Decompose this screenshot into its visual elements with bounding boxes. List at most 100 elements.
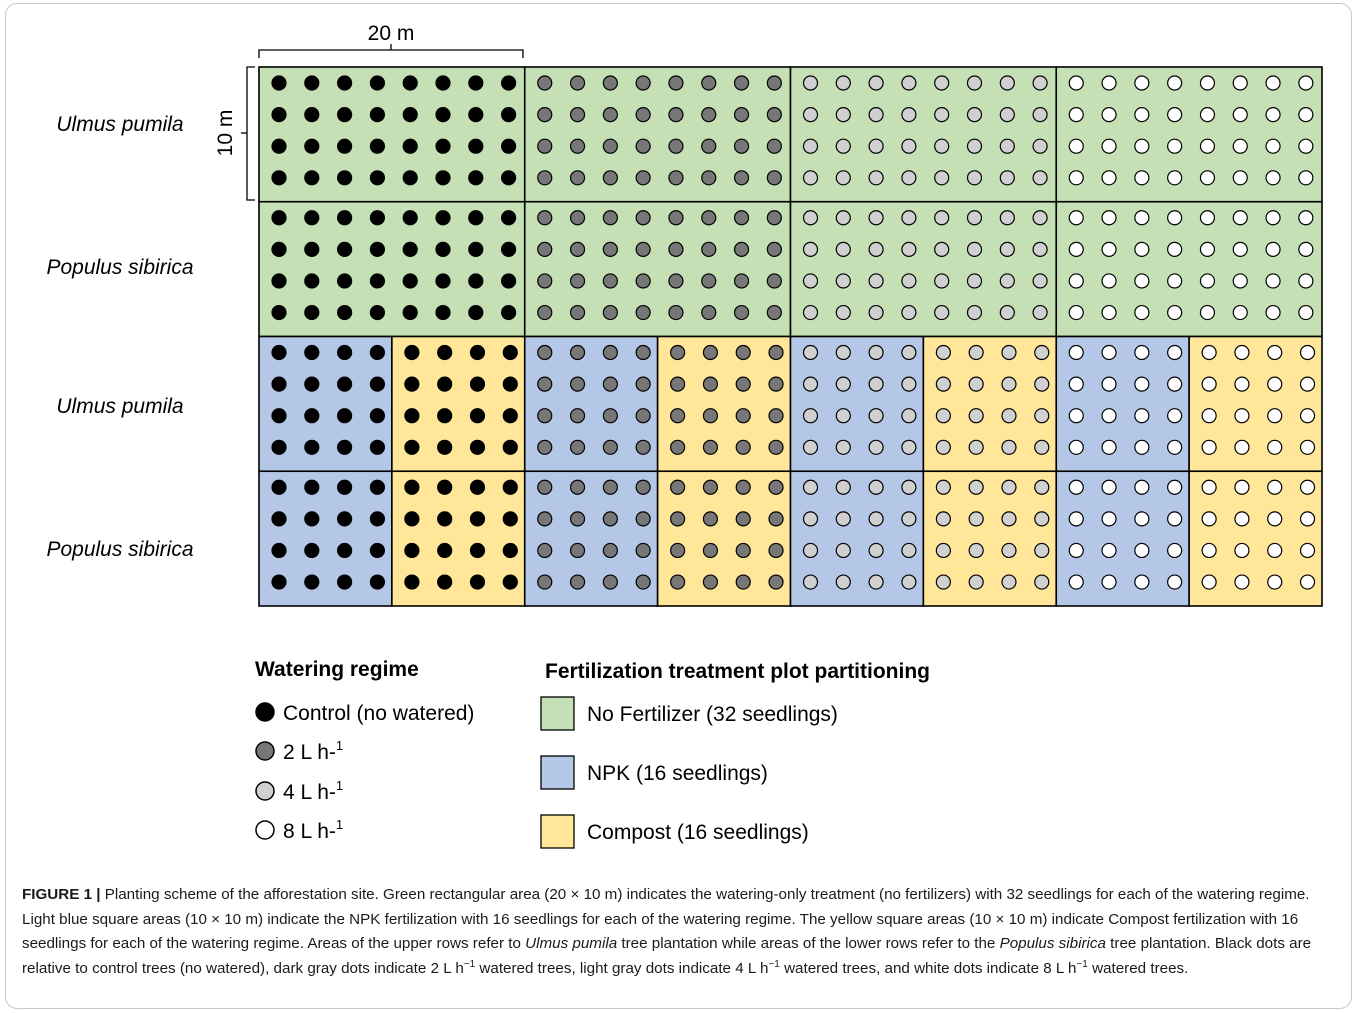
- seedling-dot-8l: [1232, 241, 1248, 257]
- seedling-dot-4l: [802, 273, 819, 289]
- seedling-dot-4l: [835, 170, 851, 186]
- plot-area: [789, 200, 1058, 338]
- seedling-dot-2l: [602, 106, 618, 123]
- seedling-dot-8l: [1167, 479, 1183, 495]
- seedling-dot-control: [304, 273, 320, 289]
- seedling-dot-control: [271, 241, 287, 257]
- seedling-dot-4l: [835, 408, 851, 424]
- seedling-dot-8l: [1201, 439, 1217, 455]
- seedling-dot-control: [502, 511, 518, 527]
- seedling-dot-4l: [934, 170, 950, 186]
- seedling-dot-8l: [1134, 273, 1150, 289]
- seedling-dot-2l: [768, 439, 784, 455]
- fert-legend-label: Compost (16 seedlings): [587, 821, 809, 844]
- seedling-dot-2l: [569, 408, 586, 424]
- seedling-dot-control: [402, 170, 418, 186]
- seedling-dot-control: [304, 344, 320, 361]
- plot-grid: [258, 66, 1323, 607]
- seedling-dot-control: [437, 479, 453, 495]
- caption-text: tree plantation. Black dots are relative…: [22, 935, 1312, 977]
- seedling-dot-2l: [768, 511, 784, 527]
- seedling-dot-2l: [668, 210, 684, 226]
- watering-legend-item-2l: 2 L h-1: [255, 738, 343, 764]
- seedling-dot-control: [304, 210, 320, 226]
- watering-legend-label: 4 L h-: [283, 781, 336, 804]
- seedling-dot-2l: [537, 170, 553, 186]
- seedling-dot-2l: [733, 106, 750, 123]
- seedling-dot-2l: [766, 170, 782, 186]
- seedling-dot-8l: [1201, 511, 1217, 527]
- seedling-dot-2l: [702, 479, 719, 495]
- seedling-dot-control: [404, 408, 420, 424]
- seedling-dot-control: [271, 408, 287, 424]
- seedling-dot-8l: [1167, 511, 1183, 527]
- width-scale-bracket: [258, 44, 524, 58]
- seedling-dot-2l: [768, 542, 784, 559]
- seedling-dot-control: [469, 511, 486, 527]
- npk-swatch: [540, 755, 575, 790]
- seedling-dot-8l: [1234, 439, 1250, 455]
- seedling-dot-4l: [835, 210, 851, 226]
- seedling-dot-8l: [1068, 75, 1084, 91]
- seedling-dot-2l: [701, 210, 717, 226]
- seedling-dot-control: [369, 344, 385, 361]
- seedling-dot-control: [404, 511, 420, 527]
- seedling-dot-4l: [935, 344, 951, 361]
- seedling-dot-control: [402, 241, 418, 257]
- seedling-dot-2l: [635, 542, 651, 559]
- seedling-dot-2l: [537, 511, 553, 527]
- seedling-dot-8l: [1101, 170, 1117, 186]
- seedling-dot-2l: [733, 304, 750, 321]
- seedling-dot-8l: [1068, 273, 1084, 289]
- seedling-dot-2l: [537, 75, 553, 91]
- figure-caption: FIGURE 1 | Planting scheme of the affore…: [22, 883, 1340, 981]
- seedling-dot-control: [337, 439, 353, 455]
- seedling-dot-control: [435, 304, 451, 321]
- seedling-dot-8l: [1134, 574, 1150, 590]
- seedling-dot-control: [502, 408, 518, 424]
- seedling-dot-control: [369, 210, 385, 226]
- seedling-dot-control: [437, 511, 453, 527]
- watering-legend-item-4l: 4 L h-1: [255, 778, 343, 804]
- seedling-dot-4l: [935, 511, 951, 527]
- seedling-dot-4l: [835, 273, 851, 289]
- seedling-dot-2l: [670, 479, 686, 495]
- seedling-dot-2l: [702, 408, 719, 424]
- seedling-dot-8l: [1068, 344, 1084, 361]
- seedling-dot-control: [369, 439, 385, 455]
- seedling-dot-control: [304, 106, 320, 123]
- seedling-dot-8l: [1234, 408, 1250, 424]
- caption-species: Ulmus pumila: [525, 935, 618, 952]
- seedling-dot-control: [468, 138, 484, 154]
- seedling-dot-8l: [1167, 439, 1183, 455]
- seedling-dot-2l: [537, 344, 553, 361]
- npk-plot-control: [258, 335, 393, 473]
- seedling-dot-4l: [868, 106, 884, 123]
- seedling-dot-2l: [701, 273, 717, 289]
- seedling-dot-control: [468, 273, 484, 289]
- seedling-dot-4l: [1032, 138, 1048, 154]
- seedling-dot-control: [304, 408, 320, 424]
- seedling-dot-4l: [1032, 241, 1048, 257]
- seedling-dot-8l: [1068, 542, 1084, 559]
- seedling-dot-8l: [1299, 408, 1316, 424]
- seedling-dot-8l: [1199, 75, 1216, 91]
- seedling-dot-2l: [602, 344, 618, 361]
- seedling-dot-8l: [1298, 241, 1314, 257]
- seedling-dot-4l: [966, 75, 983, 91]
- seedling-dot-2l: [702, 439, 719, 455]
- seedling-dot-2l: [635, 304, 651, 321]
- seedling-dot-8l: [1068, 210, 1084, 226]
- seedling-dot-8l: [1167, 574, 1183, 590]
- seedling-dot-8l: [1134, 210, 1150, 226]
- seedling-dot-control: [437, 376, 453, 392]
- seedling-dot-8l: [1134, 511, 1150, 527]
- seedling-dot-4l: [868, 542, 884, 559]
- seedling-dot-4l: [999, 138, 1015, 154]
- seedling-dot-8l: [1068, 241, 1084, 257]
- plot-area: [523, 200, 792, 338]
- seedling-dot-4l: [835, 511, 851, 527]
- seedling-dot-8l: [1265, 75, 1281, 91]
- seedling-dot-8l: [1298, 138, 1314, 154]
- seedling-dot-control: [337, 241, 353, 257]
